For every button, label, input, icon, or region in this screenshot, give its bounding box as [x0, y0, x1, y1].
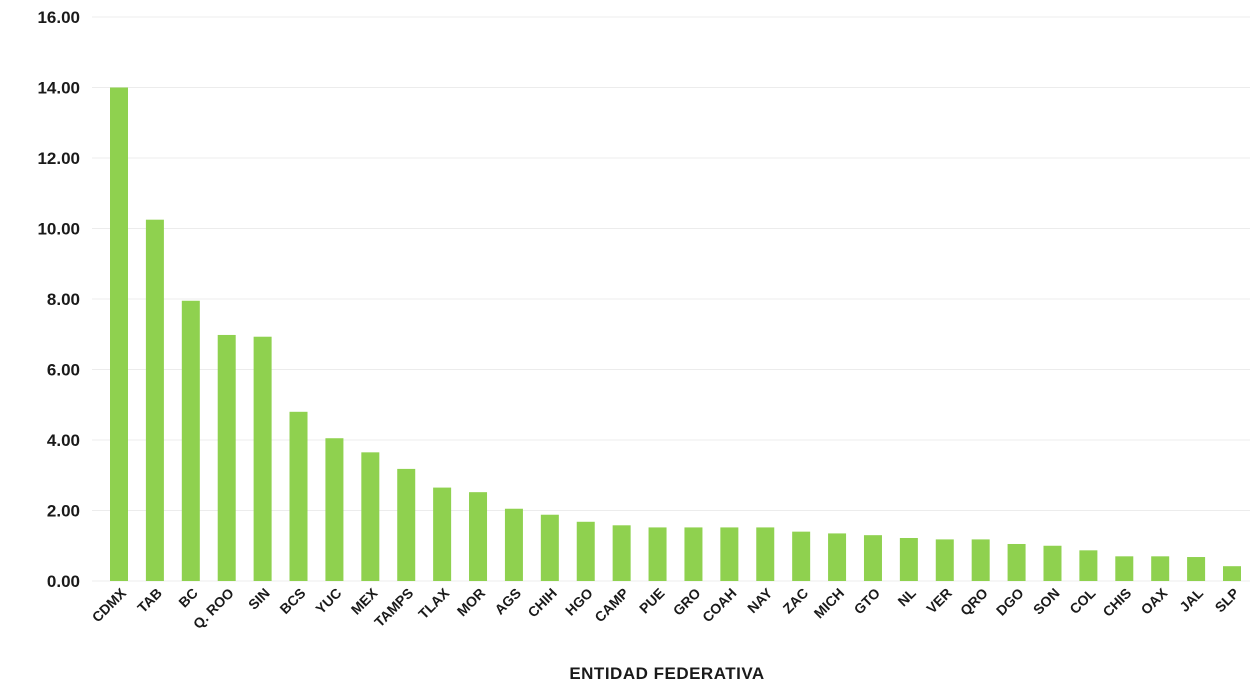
x-tick-label: OAX	[1138, 584, 1171, 617]
bar	[899, 537, 918, 581]
x-tick-label: CDMX	[89, 584, 130, 625]
bar	[1115, 556, 1134, 581]
bar	[684, 527, 703, 581]
bar	[217, 334, 236, 581]
bar	[720, 527, 739, 581]
bar	[504, 508, 523, 581]
x-tick-label: VER	[923, 585, 955, 617]
x-tick-label: DGO	[993, 585, 1027, 619]
y-tick-label: 8.00	[47, 290, 80, 309]
bar	[325, 438, 344, 581]
bar	[361, 452, 380, 581]
bar	[863, 535, 882, 581]
x-tick-label: SIN	[245, 585, 273, 613]
y-tick-label: 14.00	[37, 79, 80, 98]
x-tick-label: TAMPS	[371, 585, 416, 630]
x-tick-label: CHIS	[1099, 585, 1134, 620]
y-tick-label: 16.00	[37, 8, 80, 27]
bar	[1079, 550, 1098, 581]
x-tick-label: COAH	[699, 585, 739, 625]
y-tick-label: 4.00	[47, 431, 80, 450]
bar	[540, 514, 559, 581]
x-tick-label: GTO	[851, 585, 884, 618]
bar	[971, 539, 990, 581]
bar	[756, 527, 775, 581]
bar	[1007, 543, 1026, 581]
bar	[576, 521, 595, 581]
x-tick-label: MOR	[454, 585, 488, 619]
bar	[1187, 557, 1206, 581]
bar	[935, 539, 954, 581]
x-tick-label: BC	[175, 585, 201, 611]
bar	[253, 336, 272, 581]
y-tick-label: 2.00	[47, 502, 80, 521]
bar	[828, 533, 847, 581]
x-tick-label: SLP	[1212, 585, 1243, 616]
bar	[1223, 566, 1241, 581]
bar	[289, 411, 308, 581]
bar	[792, 531, 811, 581]
x-tick-label: TAB	[134, 585, 165, 616]
bar	[110, 87, 128, 581]
x-tick-label: PUE	[636, 585, 668, 617]
y-tick-label: 10.00	[37, 220, 80, 239]
x-axis-title: ENTIDAD FEDERATIVA	[569, 664, 764, 683]
bar	[648, 527, 667, 581]
x-tick-label: TLAX	[415, 584, 453, 622]
x-tick-label: BCS	[276, 585, 308, 617]
bar	[1151, 556, 1170, 581]
bar	[612, 525, 631, 581]
gridlines	[92, 16, 1250, 582]
x-tick-label: YUC	[312, 585, 344, 617]
x-tick-label: AGS	[491, 585, 524, 618]
x-tick-label: COL	[1066, 584, 1099, 617]
x-tick-label: Q. ROO	[190, 585, 237, 632]
y-axis-ticks: 0.00 2.00 4.00 6.00 8.00 10.00 12.00 14.00 16.00	[37, 8, 80, 591]
bar	[397, 468, 416, 581]
x-tick-label: JAL	[1176, 584, 1206, 614]
y-tick-label: 6.00	[47, 361, 80, 380]
x-tick-label: CAMP	[591, 585, 631, 625]
x-tick-label: QRO	[957, 585, 991, 619]
bar	[1043, 545, 1062, 581]
x-tick-label: CHIH	[524, 585, 560, 621]
x-tick-label: ZAC	[780, 585, 812, 617]
bar	[145, 219, 164, 581]
y-tick-label: 0.00	[47, 572, 80, 591]
bars	[110, 87, 1241, 581]
x-tick-label: SON	[1030, 585, 1063, 618]
x-tick-label: MICH	[811, 585, 848, 622]
bar	[433, 487, 452, 581]
y-tick-label: 12.00	[37, 149, 80, 168]
bar	[469, 492, 488, 581]
x-tick-label: NAY	[744, 584, 776, 616]
bar	[181, 300, 200, 581]
x-tick-label: NL	[894, 584, 919, 609]
